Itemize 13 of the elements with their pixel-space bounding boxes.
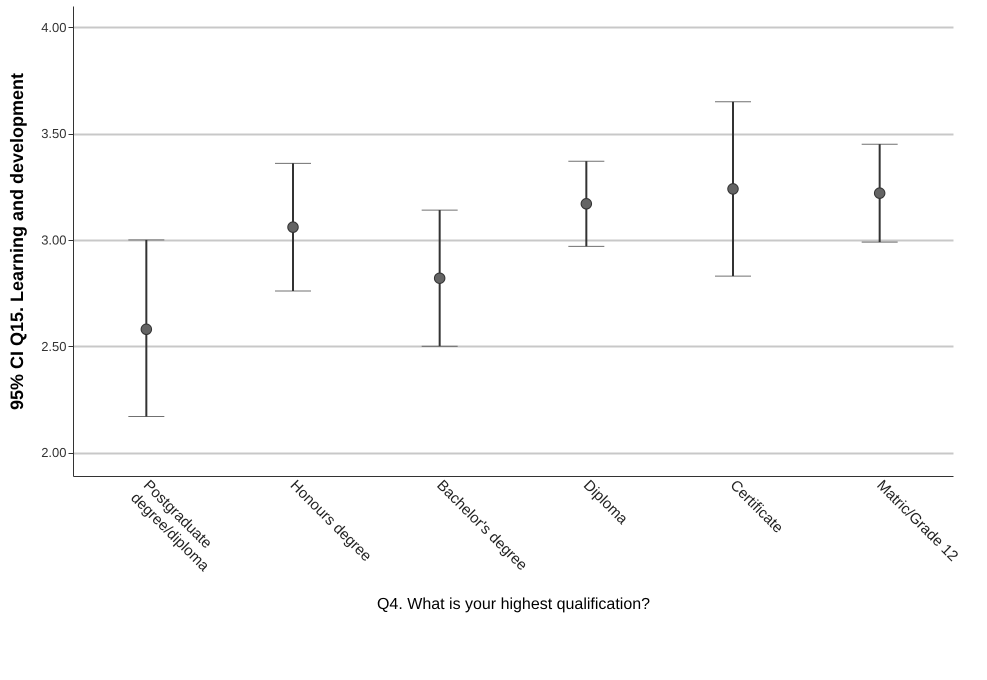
- point: [580, 198, 592, 210]
- y-tick-label: 4.00: [41, 20, 66, 35]
- point: [287, 221, 299, 233]
- point: [874, 187, 886, 199]
- point: [434, 272, 446, 284]
- y-tick-label: 3.00: [41, 232, 66, 248]
- point: [727, 183, 739, 195]
- y-tick-label: 3.50: [41, 126, 66, 142]
- y-tick-label: 2.50: [41, 338, 66, 354]
- x-axis-title: Q4. What is your highest qualification?: [376, 596, 650, 613]
- point: [140, 324, 152, 335]
- y-axis-title: 95% CI Q15. Learning and development: [7, 72, 28, 410]
- y-tick-label: 2.00: [41, 445, 66, 460]
